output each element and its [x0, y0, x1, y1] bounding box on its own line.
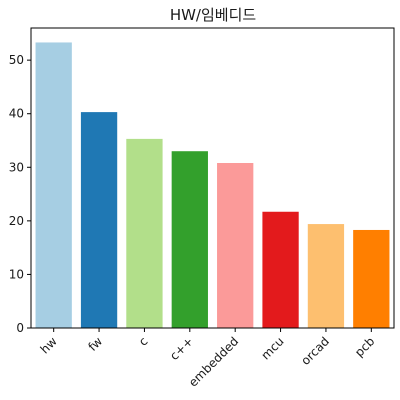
x-axis: hw fw c c++embedded mcu orcad pcb [38, 328, 377, 390]
y-tick-label: 40 [9, 107, 24, 121]
bar-fw [80, 112, 118, 328]
bar-orcad [307, 224, 345, 328]
bar-hw [35, 42, 72, 329]
y-tick-label: 10 [9, 267, 24, 281]
y-tick-label: 30 [9, 160, 24, 174]
plot-frame [30, 27, 395, 329]
bar-cplusplus [171, 151, 208, 328]
y-tick-label: 20 [9, 214, 24, 228]
bars-group [35, 42, 390, 329]
x-tick-label: orcad [298, 334, 332, 368]
y-tick-label: 0 [16, 321, 24, 335]
bar-c [126, 138, 163, 328]
x-tick-label: c [136, 334, 151, 349]
x-tick-label: hw [38, 334, 60, 356]
x-tick-label: mcu [258, 334, 286, 362]
bar-embedded [217, 163, 254, 328]
x-tick-label: pcb [352, 334, 377, 359]
x-tick-label: c++ [167, 334, 196, 363]
bar-mcu [262, 211, 299, 328]
x-tick-label: fw [86, 334, 106, 354]
y-axis: 0 10 20 30 40 50 [9, 53, 31, 335]
y-tick-label: 50 [9, 53, 24, 67]
chart-title: HW/임베디드 [170, 6, 257, 24]
bar-pcb [353, 229, 390, 328]
